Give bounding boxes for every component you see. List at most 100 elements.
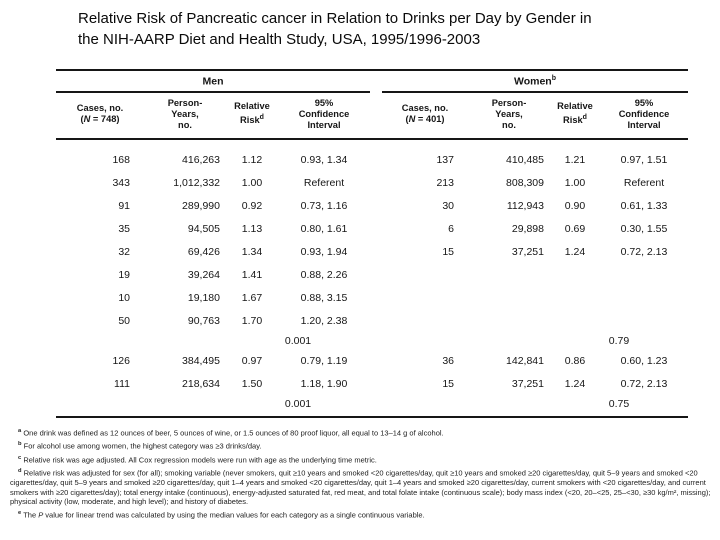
men-cell: 289,990 [182,200,220,212]
column-header-line: Cases, no. [76,103,124,113]
women-cell [550,310,600,333]
women-cell [382,333,468,350]
footnote-b: b For alcohol use among women, the highe… [18,441,262,451]
women-cell [468,287,550,310]
footnote-marker: e [18,509,22,516]
women-cell: 0.30, 1.55 [620,223,668,235]
row-spacer [370,333,382,350]
group-header-row: Men Womenb [56,70,689,93]
page-title-line2: the NIH-AARP Diet and Health Study, USA,… [78,30,481,48]
men-cell: 50 [118,315,130,327]
women-cell: 0.97, 1.51 [620,154,668,166]
women-cell: 142,841 [506,355,544,367]
column-header-line: Riskd [563,114,587,126]
women-cell: 137 [436,154,454,166]
column-header: Person- Years, no. [144,91,226,140]
p-trend-row: 0.001 0.79 [56,333,688,350]
women-cell: 36 [442,355,454,367]
women-cell [468,333,550,350]
men-cell [56,396,144,417]
row-spacer [370,310,382,333]
men-cell: 0.92 [241,200,263,212]
column-header-line: Relative [234,101,270,112]
men-cell: 90,763 [187,315,220,327]
table-row: 32 69,426 1.34 0.93, 1.94 15 37,251 1.24 0.72, … [56,241,688,264]
women-cell: 15 [442,378,454,390]
men-cell: 0.93, 1.34 [300,154,348,166]
women-cell: 37,251 [511,246,544,258]
row-spacer [370,218,382,241]
men-cell [144,333,226,350]
column-header-line: no. [502,119,516,130]
group-header-men: Men [56,70,370,93]
men-cell: 1.41 [241,269,263,281]
men-cell: 0.97 [241,355,263,367]
women-cell: 1.24 [564,246,586,258]
column-header-line: Years, [495,108,523,119]
footnote-c: c Relative risk was age adjusted. All Co… [18,454,377,465]
men-cell: 91 [118,200,130,212]
footnote-e: e The P value for linear trend was calcu… [18,509,425,520]
women-cell [550,287,600,310]
women-cell [468,264,550,287]
women-cell: 213 [436,177,454,189]
column-header-line: Confidence [618,108,670,119]
column-header-line: Confidence [298,108,350,119]
column-header: 95% Confidence Interval [278,91,370,140]
column-header: Relative Riskd [550,91,600,140]
women-cell: 6 [448,223,454,235]
men-cell: 0.73, 1.16 [300,200,348,212]
men-cell: 19 [118,269,130,281]
women-cell: 112,943 [506,200,544,212]
row-spacer [370,396,382,417]
row-spacer [370,264,382,287]
women-cell: 0.60, 1.23 [620,355,668,367]
footnote-marker: d [18,468,22,475]
men-cell: 343 [112,177,130,189]
women-cell [382,264,468,287]
p-trend-row: 0.001 0.75 [56,396,688,417]
women-cell [468,396,550,417]
women-cell [382,287,468,310]
men-cell: 35 [118,223,130,235]
table-row: 126 384,495 0.97 0.79, 1.19 36 142,841 0.86 0.6… [56,350,688,373]
column-header-line: Person- [167,97,203,108]
table-row: 19 39,264 1.41 0.88, 2.26 [56,264,688,287]
women-cell [468,310,550,333]
row-spacer [370,350,382,373]
men-cell: 416,263 [182,154,220,166]
women-cell: 808,309 [506,177,544,189]
column-header-line: 95% [314,97,334,108]
women-cell [600,287,688,310]
women-cell: 15 [442,246,454,258]
women-cell: 410,485 [506,154,544,166]
table-row: 343 1,012,332 1.00 Referent 213 808,309 1.00 Re… [56,172,688,195]
women-cell: 0.72, 2.13 [620,378,668,390]
women-cell: 1.00 [564,177,586,189]
footnote-marker: b [18,441,22,448]
footnote-marker: c [18,454,22,461]
footnotes: a One drink was defined as 12 ounces of … [10,427,712,522]
table-row: 50 90,763 1.70 1.20, 2.38 [56,310,688,333]
men-cell: 0.79, 1.19 [300,355,348,367]
women-cell: 1.24 [564,378,586,390]
women-p-value: 0.75 [608,398,630,410]
footnote-marker: d [259,114,264,122]
table-row: 91 289,990 0.92 0.73, 1.16 30 112,943 0.90 0.61… [56,195,688,218]
column-header-line: no. [178,119,192,130]
men-cell: 168 [112,154,130,166]
women-cell: 0.90 [564,200,586,212]
group-sup-women: b [551,75,557,82]
men-cell: 0.93, 1.94 [300,246,348,258]
column-header-line: Years, [171,108,199,119]
column-header-line: (N = 401) [405,114,445,124]
group-header-women: Womenb [382,70,689,93]
men-cell: 1.12 [241,154,263,166]
column-header: Cases, no. (N = 748) [56,91,144,140]
women-cell: 0.72, 2.13 [620,246,668,258]
column-header-row: Cases, no. (N = 748) Person- Years, no. Relat… [56,91,689,140]
column-header-line: 95% [634,97,654,108]
men-cell [56,333,144,350]
group-label-women: Women [514,75,552,88]
footnote-d: d Relative risk was adjusted for sex (fo… [10,468,711,506]
